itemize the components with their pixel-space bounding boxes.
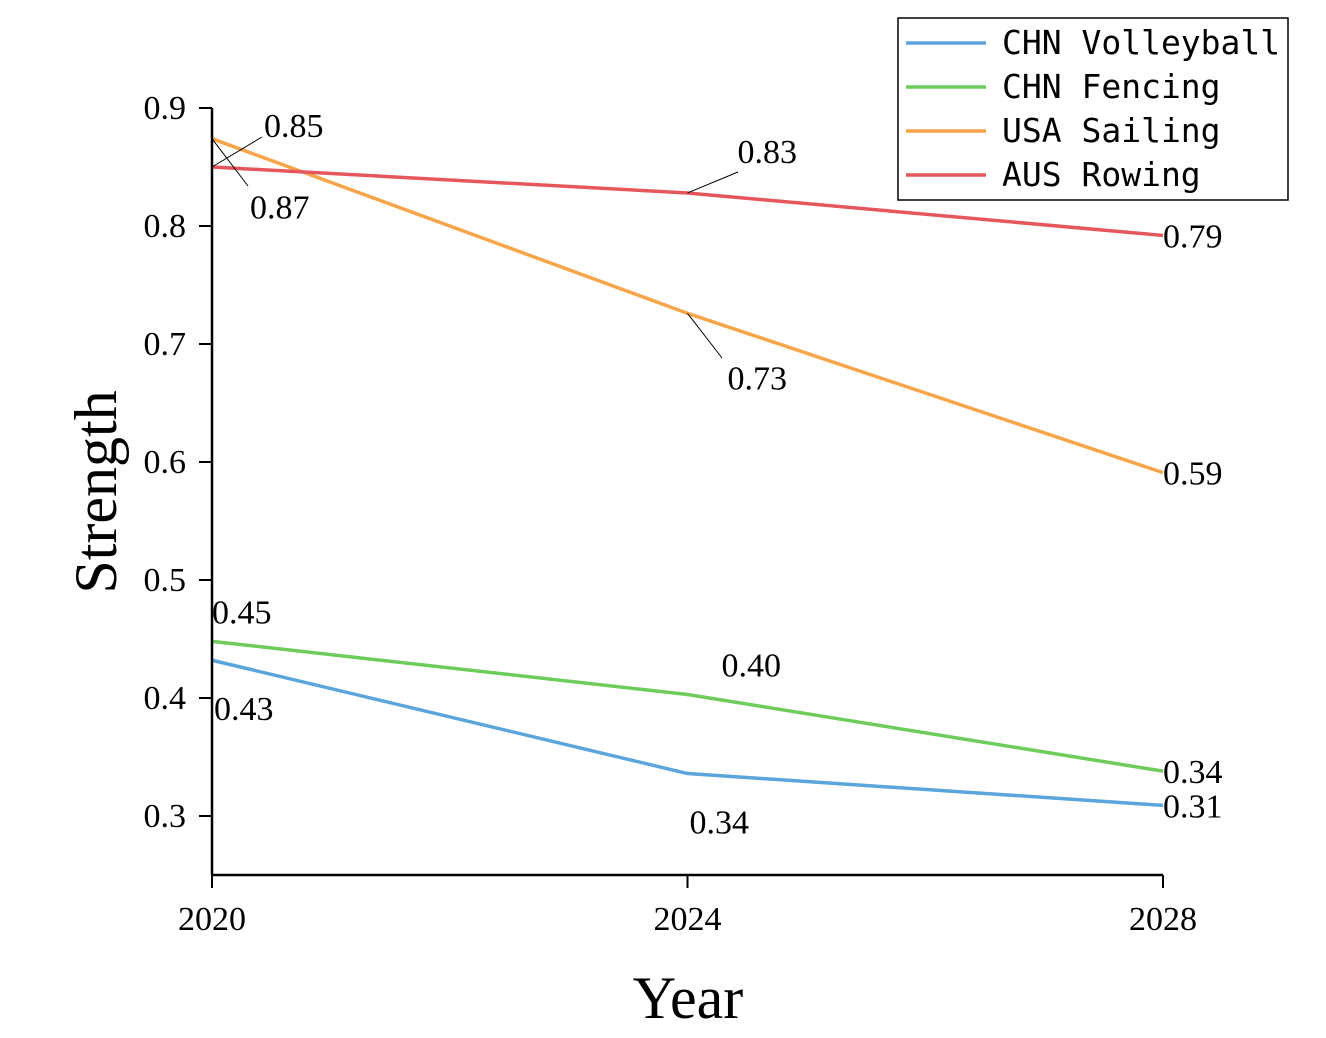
- legend-label: CHN Fencing: [1002, 67, 1221, 106]
- data-label: 0.45: [212, 594, 272, 631]
- x-axis-title: Year: [633, 965, 744, 1031]
- data-labels: 0.430.34 0.310.450.400.340.870.730.590.85…: [212, 108, 1223, 842]
- data-label: 0.85: [264, 108, 324, 145]
- legend-label: CHN Volleyball: [1002, 23, 1280, 62]
- legend: CHN Volleyball CHN Fencing USA Sailing AUS …: [897, 17, 1289, 201]
- plot-lines: [211, 137, 1164, 808]
- label-leader-line: [687, 171, 739, 194]
- data-label: 0.59: [1163, 456, 1223, 493]
- data-label: 0.31: [1163, 788, 1223, 825]
- x-tick-label: 2020: [178, 901, 246, 938]
- data-label: 0.79: [1163, 218, 1223, 255]
- legend-label: AUS Rowing: [1002, 155, 1201, 194]
- y-ticks: 0.3 0.4 0.5 0.6 0.7 0.8 0.9: [144, 90, 212, 835]
- data-label: 0.73: [728, 360, 788, 397]
- y-tick-label: 0.9: [144, 90, 187, 127]
- label-leader-line: [211, 138, 249, 187]
- y-tick-label: 0.7: [144, 326, 187, 363]
- y-tick-label: 0.4: [144, 680, 187, 717]
- data-label: 0.34: [690, 805, 750, 842]
- data-label: 0.40: [722, 647, 782, 684]
- legend-box: [897, 17, 1289, 201]
- y-tick-label: 0.3: [144, 798, 187, 835]
- label-leader-line: [687, 313, 723, 359]
- y-tick-label: 0.5: [144, 562, 187, 599]
- y-tick-label: 0.6: [144, 444, 187, 481]
- y-tick-label: 0.8: [144, 208, 187, 245]
- series-line-1: [211, 658, 1164, 808]
- y-axis-title: Strength: [63, 390, 129, 593]
- data-label: 0.83: [738, 134, 798, 171]
- data-label: 0.43: [214, 691, 274, 728]
- data-label: 0.87: [250, 190, 310, 227]
- legend-label: USA Sailing: [1002, 111, 1221, 150]
- series-line-2: [211, 639, 1164, 773]
- label-leader-line: [211, 136, 263, 168]
- x-tick-label: 2028: [1129, 901, 1197, 938]
- leader-lines: [211, 136, 739, 359]
- x-ticks: 2020 2024 2028: [178, 875, 1197, 938]
- data-label: 0.34: [1163, 754, 1223, 791]
- x-tick-label: 2024: [654, 901, 722, 938]
